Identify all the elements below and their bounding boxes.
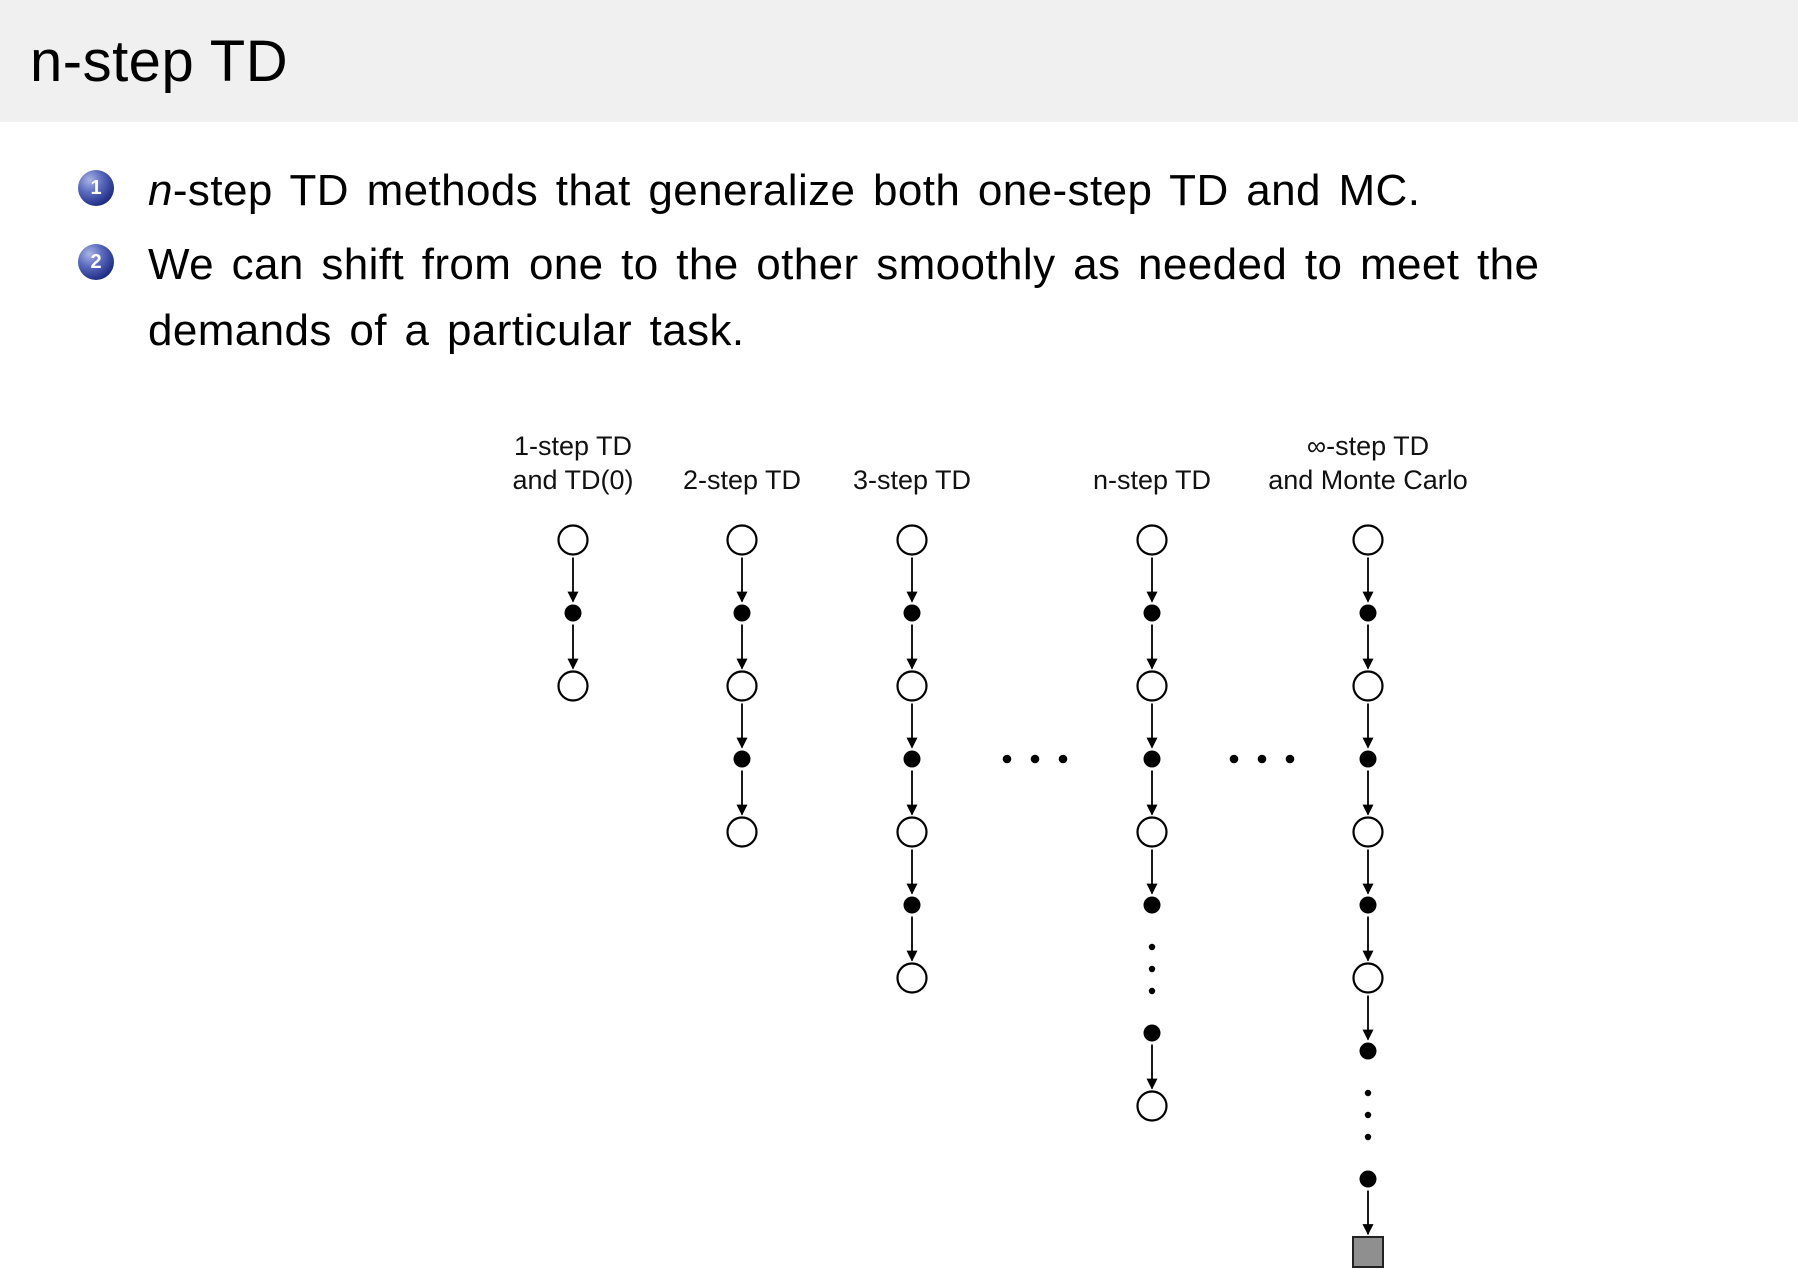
text-run: We can shift from one to the other smoot… [148, 240, 1540, 289]
horizontal-ellipsis-dot [1030, 754, 1040, 764]
state-node [896, 816, 928, 848]
vertical-ellipsis-dot [1364, 1089, 1372, 1097]
state-node [896, 962, 928, 994]
state-node [1352, 524, 1384, 556]
state-node [1136, 670, 1168, 702]
action-node [733, 750, 751, 768]
action-node [1143, 750, 1161, 768]
action-node [903, 896, 921, 914]
state-node [557, 670, 589, 702]
bullet-list: 1 n-step TD methods that generalize both… [0, 158, 1798, 364]
bullet-number-badge: 2 [78, 244, 114, 280]
action-node [1359, 604, 1377, 622]
action-node [1143, 896, 1161, 914]
vertical-ellipsis-dot [1364, 1111, 1372, 1119]
state-node [1352, 962, 1384, 994]
state-node [557, 524, 589, 556]
action-node [1359, 896, 1377, 914]
text-run: demands of a particular task. [148, 306, 745, 355]
bullet-number-badge: 1 [78, 170, 114, 206]
column-label: 1-step TD [514, 431, 632, 461]
column-label: and TD(0) [512, 465, 633, 495]
horizontal-ellipsis-dot [1002, 754, 1012, 764]
action-node [564, 604, 582, 622]
state-node [726, 816, 758, 848]
horizontal-ellipsis-dot [1058, 754, 1068, 764]
vertical-ellipsis-dot [1148, 943, 1156, 951]
bullet-item: 1 n-step TD methods that generalize both… [78, 158, 1748, 224]
state-node [726, 524, 758, 556]
bullet-text: We can shift from one to the other smoot… [148, 232, 1539, 364]
horizontal-ellipsis-dot [1229, 754, 1239, 764]
column-label: and Monte Carlo [1268, 465, 1468, 495]
action-node [1359, 750, 1377, 768]
slide-title: n-step TD [30, 28, 289, 94]
state-node [1136, 1090, 1168, 1122]
state-node [726, 670, 758, 702]
column-label: 2-step TD [683, 465, 801, 495]
italic-text-run: n [148, 166, 173, 215]
vertical-ellipsis-dot [1364, 1133, 1372, 1141]
action-node [903, 750, 921, 768]
vertical-ellipsis-dot [1148, 987, 1156, 995]
state-node [896, 670, 928, 702]
vertical-ellipsis-dot [1148, 965, 1156, 973]
text-run: -step TD methods that generalize both on… [172, 166, 1421, 215]
slide-title-bar: n-step TD [0, 0, 1798, 122]
column-label: ∞-step TD [1307, 431, 1429, 461]
action-node [733, 604, 751, 622]
column-label: 3-step TD [853, 465, 971, 495]
action-node [1143, 1024, 1161, 1042]
column-label: n-step TD [1093, 465, 1211, 495]
action-node [1143, 604, 1161, 622]
bullet-text: n-step TD methods that generalize both o… [148, 158, 1420, 224]
state-node [1352, 670, 1384, 702]
state-node [896, 524, 928, 556]
bullet-item: 2 We can shift from one to the other smo… [78, 232, 1748, 364]
action-node [1359, 1170, 1377, 1188]
action-node [903, 604, 921, 622]
horizontal-ellipsis-dot [1257, 754, 1267, 764]
state-node [1136, 816, 1168, 848]
state-node [1352, 816, 1384, 848]
horizontal-ellipsis-dot [1285, 754, 1295, 764]
action-node [1359, 1042, 1377, 1060]
terminal-state-node [1352, 1236, 1384, 1268]
state-node [1136, 524, 1168, 556]
